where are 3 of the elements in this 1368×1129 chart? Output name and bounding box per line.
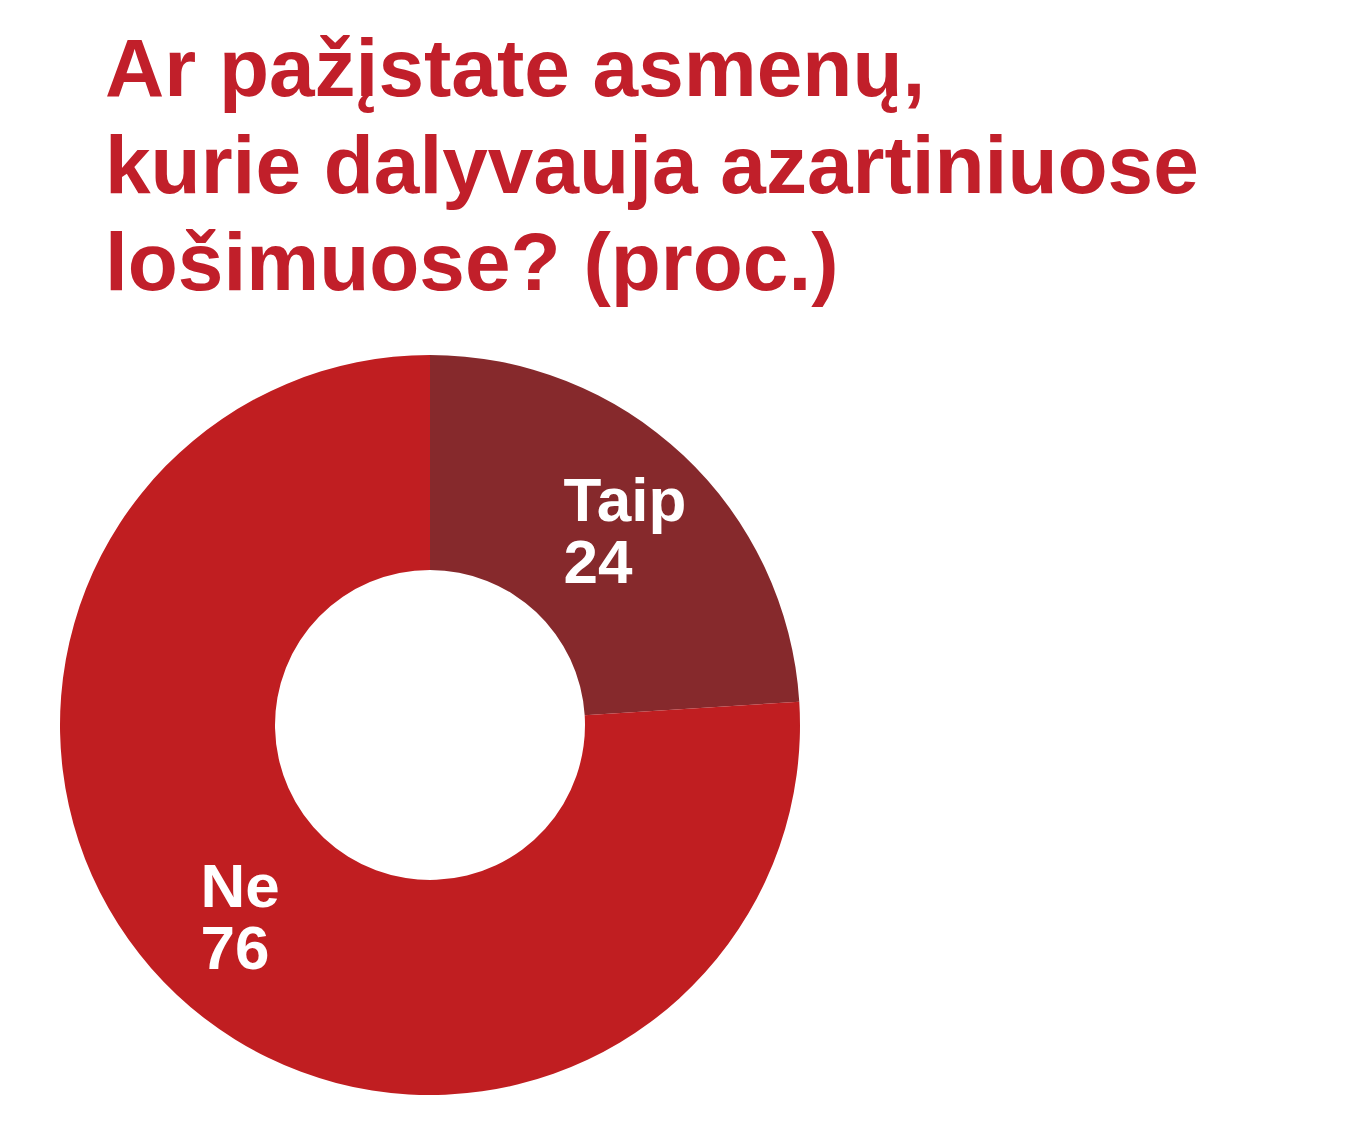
chart-title: Ar pažįstate asmenų, kurie dalyvauja azartiniuose lošimuose? (proc.) <box>105 22 1199 307</box>
donut-slice <box>430 355 800 716</box>
donut-slice <box>60 355 800 1095</box>
